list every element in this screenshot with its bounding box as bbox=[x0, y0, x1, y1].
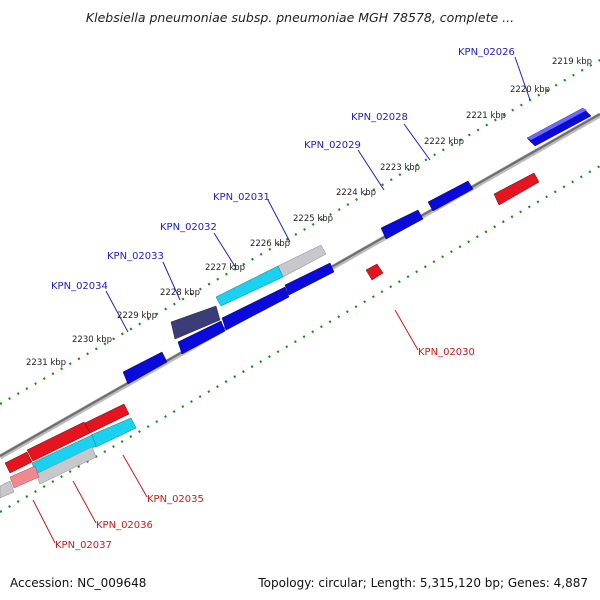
map-title: Klebsiella pneumoniae subsp. pneumoniae … bbox=[85, 10, 515, 25]
gene-block-kpn-02028[interactable] bbox=[427, 180, 474, 212]
gene-label-kpn-02037[interactable]: KPN_02037 bbox=[55, 540, 112, 551]
outer-tick-track bbox=[0, 59, 600, 405]
position-label: 2231 kbp bbox=[26, 358, 66, 368]
gene-label-kpn-02028[interactable]: KPN_02028 bbox=[351, 112, 408, 123]
accession-text: Accession: NC_009648 bbox=[10, 576, 147, 590]
gene-label-kpn-02031[interactable]: KPN_02031 bbox=[213, 192, 270, 203]
forward-gene-labels: KPN_02026 KPN_02028 KPN_02029 KPN_02031 … bbox=[51, 47, 515, 292]
position-label: 2230 kbp bbox=[72, 335, 112, 345]
position-label: 2226 kbp bbox=[250, 239, 290, 249]
position-label: 2219 kbp bbox=[552, 57, 592, 67]
gene-block-kpn-02026[interactable] bbox=[526, 107, 592, 147]
position-label: 2220 kbp bbox=[510, 85, 550, 95]
gene-block-kpn-02030[interactable] bbox=[365, 263, 384, 281]
gene-label-kpn-02035[interactable]: KPN_02035 bbox=[147, 494, 204, 505]
gene-block-kpn-02026-top bbox=[527, 108, 587, 140]
gene-block-red-1[interactable] bbox=[493, 172, 540, 206]
position-label: 2222 kbp bbox=[424, 137, 464, 147]
gene-label-kpn-02036[interactable]: KPN_02036 bbox=[96, 520, 153, 531]
gene-block-b[interactable] bbox=[221, 286, 290, 331]
gene-block-a[interactable] bbox=[284, 262, 335, 296]
position-label: 2227 kbp bbox=[205, 263, 245, 273]
gene-block-gray-lower[interactable] bbox=[35, 446, 97, 485]
gene-label-kpn-02029[interactable]: KPN_02029 bbox=[304, 140, 361, 151]
callout-lines bbox=[32, 56, 531, 544]
reverse-strand-genes bbox=[0, 172, 540, 499]
gene-block-kpn-02033[interactable] bbox=[170, 305, 221, 340]
gene-block-red-4[interactable] bbox=[4, 451, 33, 474]
position-label: 2221 kbp bbox=[466, 111, 506, 121]
gene-block-gray-lower-2[interactable] bbox=[0, 480, 15, 499]
gene-label-kpn-02033[interactable]: KPN_02033 bbox=[107, 251, 164, 262]
forward-strand-genes bbox=[122, 107, 592, 385]
gene-block-kpn-02034[interactable] bbox=[122, 351, 168, 385]
gene-block-c[interactable] bbox=[177, 320, 226, 355]
genome-summary-text: Topology: circular; Length: 5,315,120 bp… bbox=[258, 576, 588, 590]
gene-block-kpn-02032[interactable] bbox=[215, 265, 284, 307]
position-label: 2225 kbp bbox=[293, 214, 333, 224]
position-label: 2223 kbp bbox=[380, 163, 420, 173]
gene-block-kpn-02037[interactable] bbox=[9, 465, 40, 489]
gene-label-kpn-02034[interactable]: KPN_02034 bbox=[51, 281, 108, 292]
gene-label-kpn-02030[interactable]: KPN_02030 bbox=[418, 347, 475, 358]
gene-label-kpn-02026[interactable]: KPN_02026 bbox=[458, 47, 515, 58]
reverse-gene-labels: KPN_02030 KPN_02035 KPN_02036 KPN_02037 bbox=[55, 347, 475, 551]
position-label: 2229 kbp bbox=[117, 311, 157, 321]
position-labels: 2219 kbp 2220 kbp 2221 kbp 2222 kbp 2223… bbox=[26, 57, 592, 368]
gene-label-kpn-02032[interactable]: KPN_02032 bbox=[160, 222, 217, 233]
position-label: 2224 kbp bbox=[336, 188, 376, 198]
position-label: 2228 kbp bbox=[160, 288, 200, 298]
gene-block-red-3[interactable] bbox=[26, 421, 91, 462]
gene-block-kpn-02029[interactable] bbox=[380, 209, 424, 240]
